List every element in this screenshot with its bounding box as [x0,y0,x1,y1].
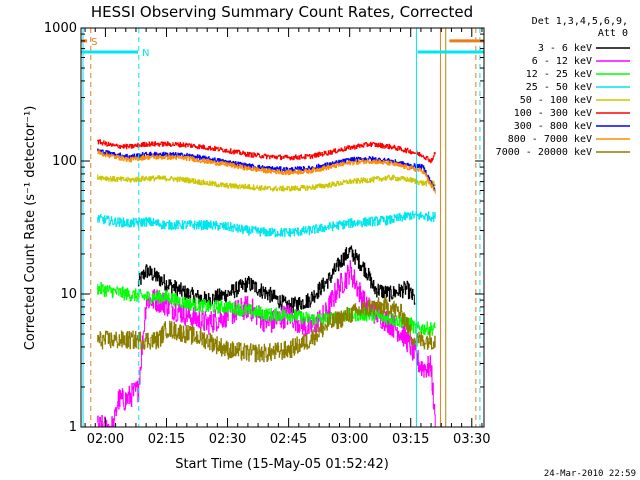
legend-label: 6 - 12 keV [532,56,592,67]
y-axis-label: Corrected Count Rate (s⁻¹ detector⁻¹) [23,106,38,351]
legend-label: 12 - 25 keV [526,69,592,80]
x-tick-label: 02:00 [87,432,124,447]
series-line-4 [97,210,436,238]
series-line-9 [97,297,436,363]
x-tick-label: 03:00 [331,432,368,447]
x-tick-label: 02:45 [270,432,307,447]
series-line-3 [97,282,436,336]
y-tick-label: 1000 [44,21,77,36]
flag-label-n: N [142,48,149,59]
legend-label: 25 - 50 keV [526,82,592,93]
chart-title: HESSI Observing Summary Count Rates, Cor… [91,3,473,21]
legend-label: 50 - 100 keV [520,95,592,106]
y-tick-label: 100 [52,154,77,169]
series-line-6 [97,139,436,164]
series-line-7 [97,148,436,192]
plot-frame [80,27,485,428]
legend-label: 300 - 800 keV [514,121,592,132]
flag-label-s: S [91,37,97,48]
x-tick-label: 03:30 [453,432,490,447]
x-tick-label: 02:30 [209,432,246,447]
y-tick-label: 10 [60,287,77,302]
x-tick-label: 03:15 [392,432,429,447]
y-tick-label: 1 [69,420,77,435]
x-tick-label: 02:15 [148,432,185,447]
legend-header: Det 1,3,4,5,6,9, [532,16,628,27]
series-line-8 [97,150,436,194]
x-axis-label: Start Time (15-May-05 01:52:42) [175,457,389,472]
legend-label: 800 - 7000 keV [508,134,592,145]
legend-label: 3 - 6 keV [538,43,592,54]
legend-label: 7000 - 20000 keV [496,147,592,158]
footer-date: 24-Mar-2010 22:59 [544,469,636,479]
legend-header: Att 0 [598,28,628,39]
series-line-5 [97,174,436,192]
legend-label: 100 - 300 keV [514,108,592,119]
